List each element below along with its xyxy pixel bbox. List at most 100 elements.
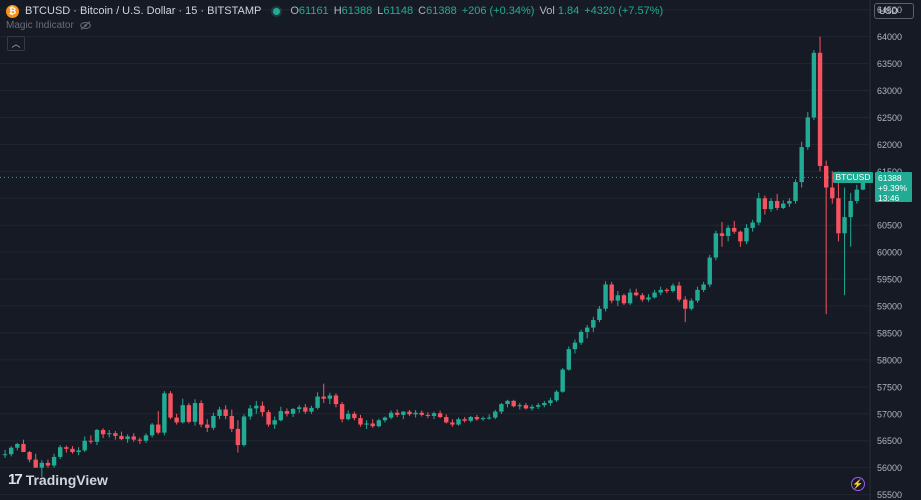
candle-body-up [548, 400, 553, 404]
candle-body-down [762, 198, 768, 210]
price-change: +206 (+0.34%) [461, 5, 535, 17]
collapse-legend-button[interactable]: ︿ [7, 36, 25, 51]
candle-body-down [425, 414, 431, 416]
candle-body-down [830, 187, 835, 199]
candle-body-down [284, 411, 290, 414]
market-status-dot-icon[interactable] [273, 7, 281, 15]
lightning-icon[interactable]: ⚡ [851, 477, 865, 491]
candle-body-up [768, 200, 774, 210]
candle-body-up [431, 413, 437, 416]
price-tick-label: 59000 [877, 302, 902, 312]
candle-body-up [652, 292, 657, 298]
candle-body-down [634, 292, 639, 296]
price-tick-label: 62500 [877, 113, 902, 123]
indicator-legend[interactable]: Magic Indicator [6, 20, 91, 31]
tradingview-wordmark: TradingView [25, 471, 108, 488]
candle-body-up [842, 217, 847, 234]
price-tick-label: 57500 [877, 382, 902, 392]
price-tick-label: 62000 [877, 140, 902, 150]
candle-body-up [499, 404, 504, 412]
candle-body-up [278, 411, 284, 421]
candle-body-down [64, 447, 69, 449]
volume-label: Vol [539, 5, 555, 17]
candle-body-down [352, 413, 357, 419]
candle-body-up [529, 406, 535, 409]
candle-body-up [848, 200, 853, 218]
candle-body-down [395, 412, 400, 415]
candle-body-up [584, 327, 590, 332]
candle-body-down [823, 165, 829, 188]
candle-body-up [597, 308, 602, 321]
chevron-up-icon: ︿ [11, 39, 21, 49]
candle-body-down [174, 417, 179, 423]
candle-body-up [241, 416, 247, 446]
last-price-change: +9.39% [878, 183, 908, 193]
candle-body-up [805, 117, 810, 148]
price-tick-label: 60000 [877, 248, 902, 258]
candle-body-up [327, 395, 333, 399]
candle-body-up [8, 447, 14, 455]
bitcoin-icon: ₿ [6, 4, 19, 18]
tradingview-logo-icon: 17 [8, 471, 23, 488]
candle-body-up [566, 349, 572, 370]
candle-body-up [254, 405, 259, 409]
candle-body-up [217, 409, 222, 416]
candle-body-up [713, 233, 719, 258]
tradingview-logo[interactable]: 17 TradingView [8, 471, 108, 488]
candle-body-down [339, 404, 345, 420]
candle-body-up [364, 423, 369, 425]
candle-body-up [578, 331, 584, 343]
candle-body-up [560, 369, 565, 392]
candle-body-down [321, 396, 326, 399]
price-tick-label: 63500 [877, 59, 902, 69]
candle-body-up [290, 408, 296, 414]
candle-body-down [168, 393, 173, 418]
candle-body-up [82, 440, 87, 451]
candle-body-up [695, 289, 700, 301]
candle-body-down [664, 289, 670, 291]
currency-selector[interactable]: USD [874, 3, 914, 19]
candle-body-down [100, 429, 106, 435]
candle-body-up [756, 198, 761, 223]
candle-body-up [591, 320, 596, 328]
candle-body-up [860, 177, 866, 190]
high-value: 61388 [341, 5, 373, 17]
candle-body-down [450, 422, 455, 425]
symbol-title[interactable]: BTCUSD · Bitcoin / U.S. Dollar · 15 · BI… [25, 5, 262, 17]
price-tick-label: 64500 [877, 5, 902, 15]
candle-body-down [156, 424, 161, 433]
price-tick-label: 61500 [877, 167, 902, 177]
open-label: O [290, 5, 299, 17]
candle-body-up [211, 415, 216, 428]
price-axis: 55500 56000 56500 57000 57500 58000 58500 59000… [877, 5, 902, 500]
candle-body-up [517, 405, 522, 407]
price-tick-label: 57000 [877, 409, 902, 419]
candle-body-up [689, 300, 694, 309]
candle-body-up [401, 411, 406, 415]
candle-body-up [456, 419, 461, 425]
last-price-tag: 61388 +9.39% 13:46 [875, 172, 912, 203]
candle-body-down [621, 295, 627, 304]
candle-body-up [554, 391, 559, 401]
low-label: L [377, 5, 384, 17]
volume-value: 1.84 [557, 5, 580, 17]
indicator-name[interactable]: Magic Indicator [6, 20, 74, 31]
candle-body-up [388, 412, 394, 418]
price-tick-label: 60500 [877, 221, 902, 231]
symbol-price-label: BTCUSD [833, 172, 873, 183]
candle-body-up [658, 289, 663, 293]
price-tick-label: 64000 [877, 32, 902, 42]
candle-body-up [493, 411, 498, 418]
hidden-eye-icon[interactable] [80, 21, 91, 30]
candle-body-down [358, 418, 363, 425]
candle-body-down [27, 452, 32, 460]
candle-body-up [854, 189, 860, 201]
volume-change: +4320 (+7.57%) [584, 5, 664, 17]
candle-body-up [107, 433, 112, 435]
currency-label: USD [879, 6, 899, 16]
candle-body-up [76, 450, 81, 453]
candle-body-up [744, 227, 749, 242]
candle-body-down [609, 284, 614, 301]
candle-body-up [149, 424, 155, 436]
